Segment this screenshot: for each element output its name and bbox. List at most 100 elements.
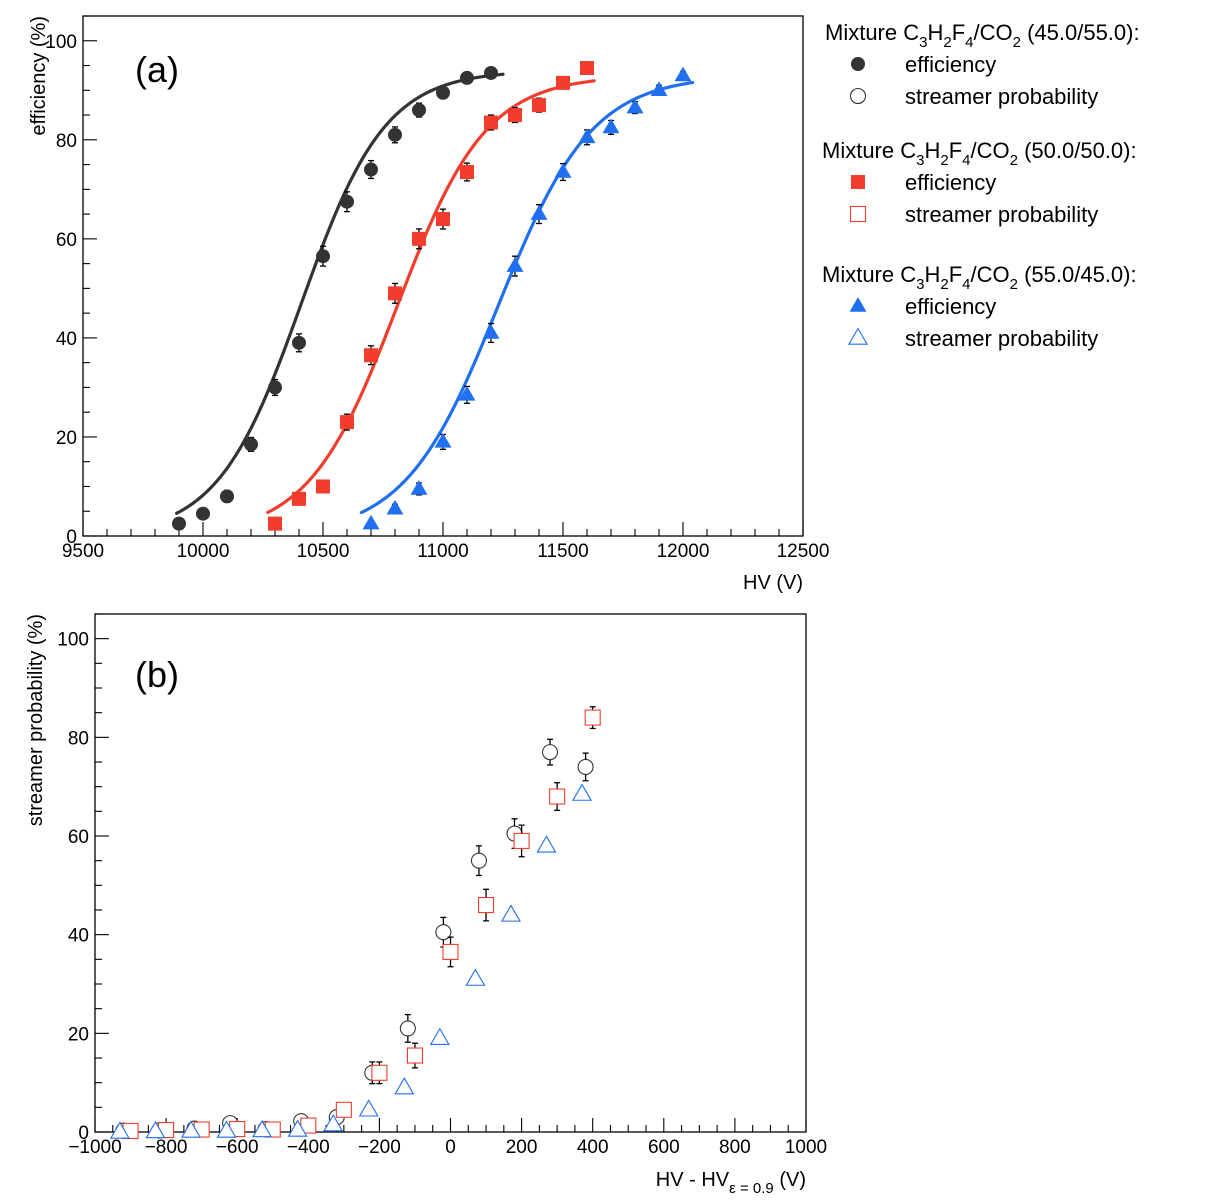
panel-a-data-point — [484, 115, 498, 130]
panel-a-data-point — [316, 479, 330, 494]
legend-marker-streamer — [849, 87, 867, 105]
legend-title-part: H — [924, 138, 940, 163]
panel-a-x-tick-label: 11500 — [537, 541, 588, 562]
panel-a-data-point — [196, 506, 210, 521]
panel-a-data-point — [436, 85, 450, 100]
panel-b-x-axis-title-unit: (V) — [774, 1169, 806, 1191]
panel-a-y-tick-label: 60 — [56, 230, 77, 251]
legend: Mixture C3H2F4/CO2 (45.0/55.0):efficienc… — [822, 20, 1140, 351]
panel-a-data-point — [412, 231, 426, 246]
legend-title-part: (45.0/55.0): — [1021, 20, 1140, 45]
panel-b-x-tick-label: 1000 — [785, 1137, 827, 1158]
legend-title-part: F — [949, 262, 962, 287]
panel-a-data-point — [292, 491, 306, 506]
panel-a-x-tick-label: 9500 — [62, 541, 104, 562]
panel-b-y-tick-label: 0 — [78, 1123, 89, 1144]
panel-b-data-point — [477, 897, 495, 914]
legend-title-part: /CO — [974, 20, 1013, 45]
legend-title-part: Mixture C — [822, 262, 916, 287]
panel-a-data-point — [316, 249, 330, 264]
panel-b-x-axis-title: HV - HVε = 0.9 (V) — [656, 1169, 806, 1197]
panel-b-data-point — [513, 832, 530, 849]
legend-title-part: (50.0/50.0): — [1018, 138, 1137, 163]
panel-b-x-tick-label: 400 — [577, 1137, 609, 1158]
panel-a-y-tick-label: 100 — [45, 32, 77, 53]
panel-b-data-point — [358, 1099, 379, 1117]
panel-b-data-point — [584, 709, 601, 726]
panel-a-data-point — [650, 81, 668, 97]
panel-b-data-point — [216, 1120, 237, 1138]
panel-b-x-tick-label: −200 — [358, 1137, 401, 1158]
panel-a-data-point — [508, 108, 522, 123]
legend-subscript: 4 — [965, 34, 973, 51]
panel-a-data-point — [268, 380, 282, 395]
panel-a-y-tick-label: 80 — [56, 131, 77, 152]
panel-a-y-tick-label: 40 — [56, 329, 77, 350]
panel-b-data-point — [371, 1064, 388, 1081]
panel-a-data-point — [482, 324, 500, 339]
panel-b-x-tick-label: −400 — [287, 1137, 330, 1158]
panel-b-data-point — [536, 835, 557, 853]
panel-a-fit-curves — [175, 72, 695, 515]
panel-b-x-tick-label: −600 — [216, 1137, 259, 1158]
panel-a-x-tick-label: 12000 — [657, 541, 710, 562]
panel-a-fit-curve — [175, 72, 505, 515]
panel-a-x-tick-label: 11000 — [417, 541, 468, 562]
panel-a-data-point — [220, 489, 234, 504]
panel-b-data-point — [406, 1047, 424, 1064]
legend-label-streamer: streamer probability — [905, 84, 1098, 109]
panel-a-data-point — [388, 127, 402, 142]
panel-b-data-point — [549, 788, 566, 805]
panel-b-x-tick-label: −800 — [145, 1137, 188, 1158]
legend-marker-efficiency — [851, 175, 865, 189]
legend-title-part: H — [927, 20, 943, 45]
legend-subscript: 4 — [962, 152, 970, 169]
panel-a-y-axis-title: efficiency (%) — [28, 16, 50, 136]
panel-a-data-point — [364, 162, 378, 177]
panel-b-x-tick-label: 800 — [719, 1137, 751, 1158]
panel-b-data-point — [109, 1121, 130, 1139]
panel-a-data-point — [434, 433, 452, 448]
panel-a-data-point — [292, 335, 306, 350]
panel-b-label: (b) — [135, 654, 179, 695]
panel-b-y-tick-label: 40 — [68, 926, 89, 947]
panel-a-data-point — [388, 286, 402, 301]
panel-a-data-point — [460, 70, 474, 85]
panel-b-data-points — [109, 706, 601, 1140]
panel-b-data-point — [577, 758, 594, 775]
panel-a-data-point — [362, 514, 380, 530]
panel-a-data-point — [364, 348, 378, 363]
panel-b-y-tick-label: 20 — [68, 1024, 89, 1045]
legend-title-part: (55.0/45.0): — [1018, 262, 1137, 287]
legend-subscript: 4 — [962, 276, 970, 293]
panel-b-data-point — [429, 1027, 450, 1046]
panel-a-data-point — [506, 257, 524, 272]
panel-b-y-tick-label: 80 — [68, 728, 89, 749]
panel-b-data-point — [465, 968, 486, 986]
legend-title-part: F — [949, 138, 962, 163]
panel-a-data-point — [674, 66, 692, 82]
legend-label-efficiency: efficiency — [905, 170, 996, 195]
panel-b-data-point — [180, 1120, 202, 1138]
panel-a-x-tick-label: 10000 — [177, 541, 230, 562]
panel-a-data-point — [386, 499, 404, 515]
legend-subscript: 3 — [919, 34, 927, 51]
panel-a-data-points — [172, 61, 692, 531]
panel-a-x-axis-title: HV (V) — [743, 572, 803, 594]
legend-subscript: 3 — [916, 276, 924, 293]
panel-a-data-point — [532, 98, 546, 113]
panel-b-data-point — [335, 1101, 352, 1118]
panel-b-x-axis-title-subscript: ε = 0.9 — [729, 1180, 774, 1197]
panel-a-data-point — [340, 194, 354, 209]
panel-b-data-point — [541, 744, 559, 761]
legend-group-title: Mixture C3H2F4/CO2 (55.0/45.0): — [822, 262, 1137, 293]
panel-b-data-point — [394, 1077, 415, 1095]
legend-marker-efficiency — [851, 57, 865, 71]
panel-a-data-point — [244, 437, 258, 452]
panel-b-x-tick-label: 600 — [648, 1137, 680, 1158]
panel-a-y-tick-label: 20 — [56, 428, 77, 449]
legend-title-part: F — [952, 20, 965, 45]
legend-marker-streamer — [849, 205, 867, 223]
panel-a: 9500 10000 10500 11000 11500 12000 12500 0 20 40 6… — [28, 15, 829, 594]
panel-a-data-point — [458, 386, 476, 401]
